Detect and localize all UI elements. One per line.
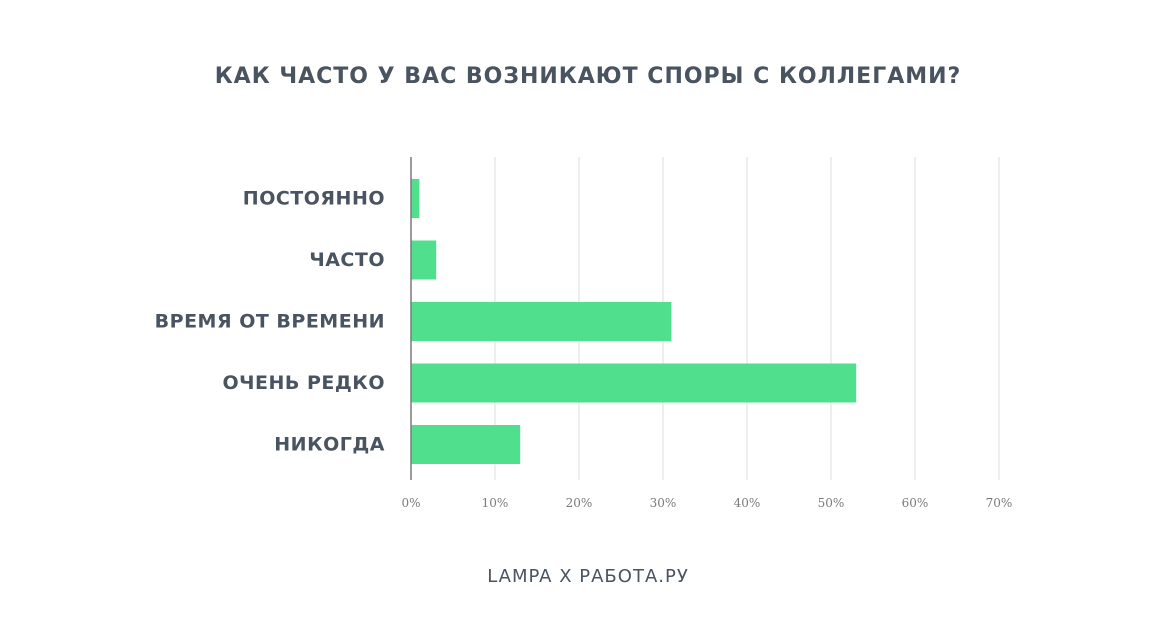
x-tick-label: 0% bbox=[401, 496, 420, 510]
bars bbox=[411, 179, 857, 464]
category-label: НИКОГДА bbox=[274, 434, 385, 456]
bar bbox=[411, 363, 857, 403]
footer-credit: LAMPA X РАБОТА.РУ bbox=[487, 566, 689, 587]
x-tick-label: 50% bbox=[818, 496, 845, 510]
category-label: ЧАСТО bbox=[309, 249, 385, 271]
x-tick-label: 40% bbox=[734, 496, 761, 510]
x-tick-label: 20% bbox=[566, 496, 593, 510]
x-tick-label: 70% bbox=[986, 496, 1013, 510]
bar bbox=[411, 302, 672, 341]
bar bbox=[411, 240, 437, 280]
x-tick-label: 60% bbox=[902, 496, 929, 510]
x-tick-labels: 0% 10% 20% 30% 40% 50% 60% 70% bbox=[401, 496, 1012, 510]
category-label: ОЧЕНЬ РЕДКО bbox=[223, 372, 386, 394]
bar bbox=[411, 179, 420, 218]
x-tick-label: 30% bbox=[650, 496, 677, 510]
category-labels: ПОСТОЯННО ЧАСТО ВРЕМЯ ОТ ВРЕМЕНИ ОЧЕНЬ РЕДК… bbox=[155, 188, 385, 456]
bar bbox=[411, 425, 521, 464]
category-label: ВРЕМЯ ОТ ВРЕМЕНИ bbox=[155, 311, 385, 333]
category-label: ПОСТОЯННО bbox=[243, 188, 385, 210]
x-tick-label: 10% bbox=[482, 496, 509, 510]
chart-title: КАК ЧАСТО У ВАС ВОЗНИКАЮТ СПОРЫ С КОЛЛЕГ… bbox=[214, 64, 962, 89]
